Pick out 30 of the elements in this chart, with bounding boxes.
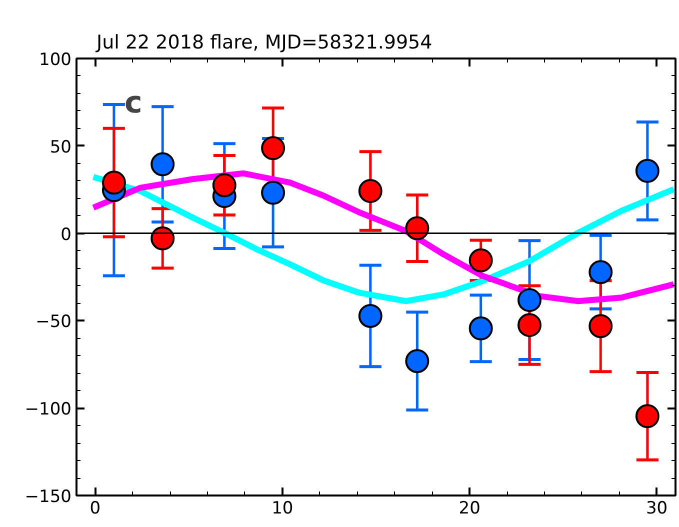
x-tick-label: 10 bbox=[272, 498, 294, 518]
point bbox=[261, 180, 286, 205]
y-tick-label: 50 bbox=[50, 137, 72, 158]
point bbox=[468, 248, 493, 272]
point bbox=[358, 179, 382, 203]
y-tick-label: 100 bbox=[39, 50, 72, 70]
point bbox=[150, 152, 175, 176]
x-tick-label: 20 bbox=[458, 498, 480, 518]
point bbox=[517, 288, 542, 312]
point bbox=[468, 316, 493, 340]
point bbox=[517, 313, 542, 338]
point bbox=[635, 158, 660, 183]
point bbox=[405, 216, 430, 240]
annotation: c bbox=[124, 86, 142, 120]
point bbox=[405, 349, 430, 374]
point bbox=[150, 226, 175, 250]
x-tick-label: 30 bbox=[646, 498, 668, 518]
point bbox=[102, 170, 126, 195]
point bbox=[588, 260, 613, 284]
chart-title: Jul 22 2018 flare, MJD=58321.9954 bbox=[96, 32, 432, 54]
point bbox=[635, 404, 660, 428]
y-tick-label: −50 bbox=[36, 312, 72, 332]
x-tick-label: 0 bbox=[90, 498, 101, 518]
y-tick-label: 0 bbox=[60, 224, 72, 245]
point bbox=[588, 314, 613, 338]
point bbox=[212, 173, 236, 198]
y-tick-label: −150 bbox=[24, 487, 72, 507]
point bbox=[261, 136, 286, 160]
point bbox=[358, 304, 382, 328]
y-tick-label: −100 bbox=[24, 400, 72, 420]
